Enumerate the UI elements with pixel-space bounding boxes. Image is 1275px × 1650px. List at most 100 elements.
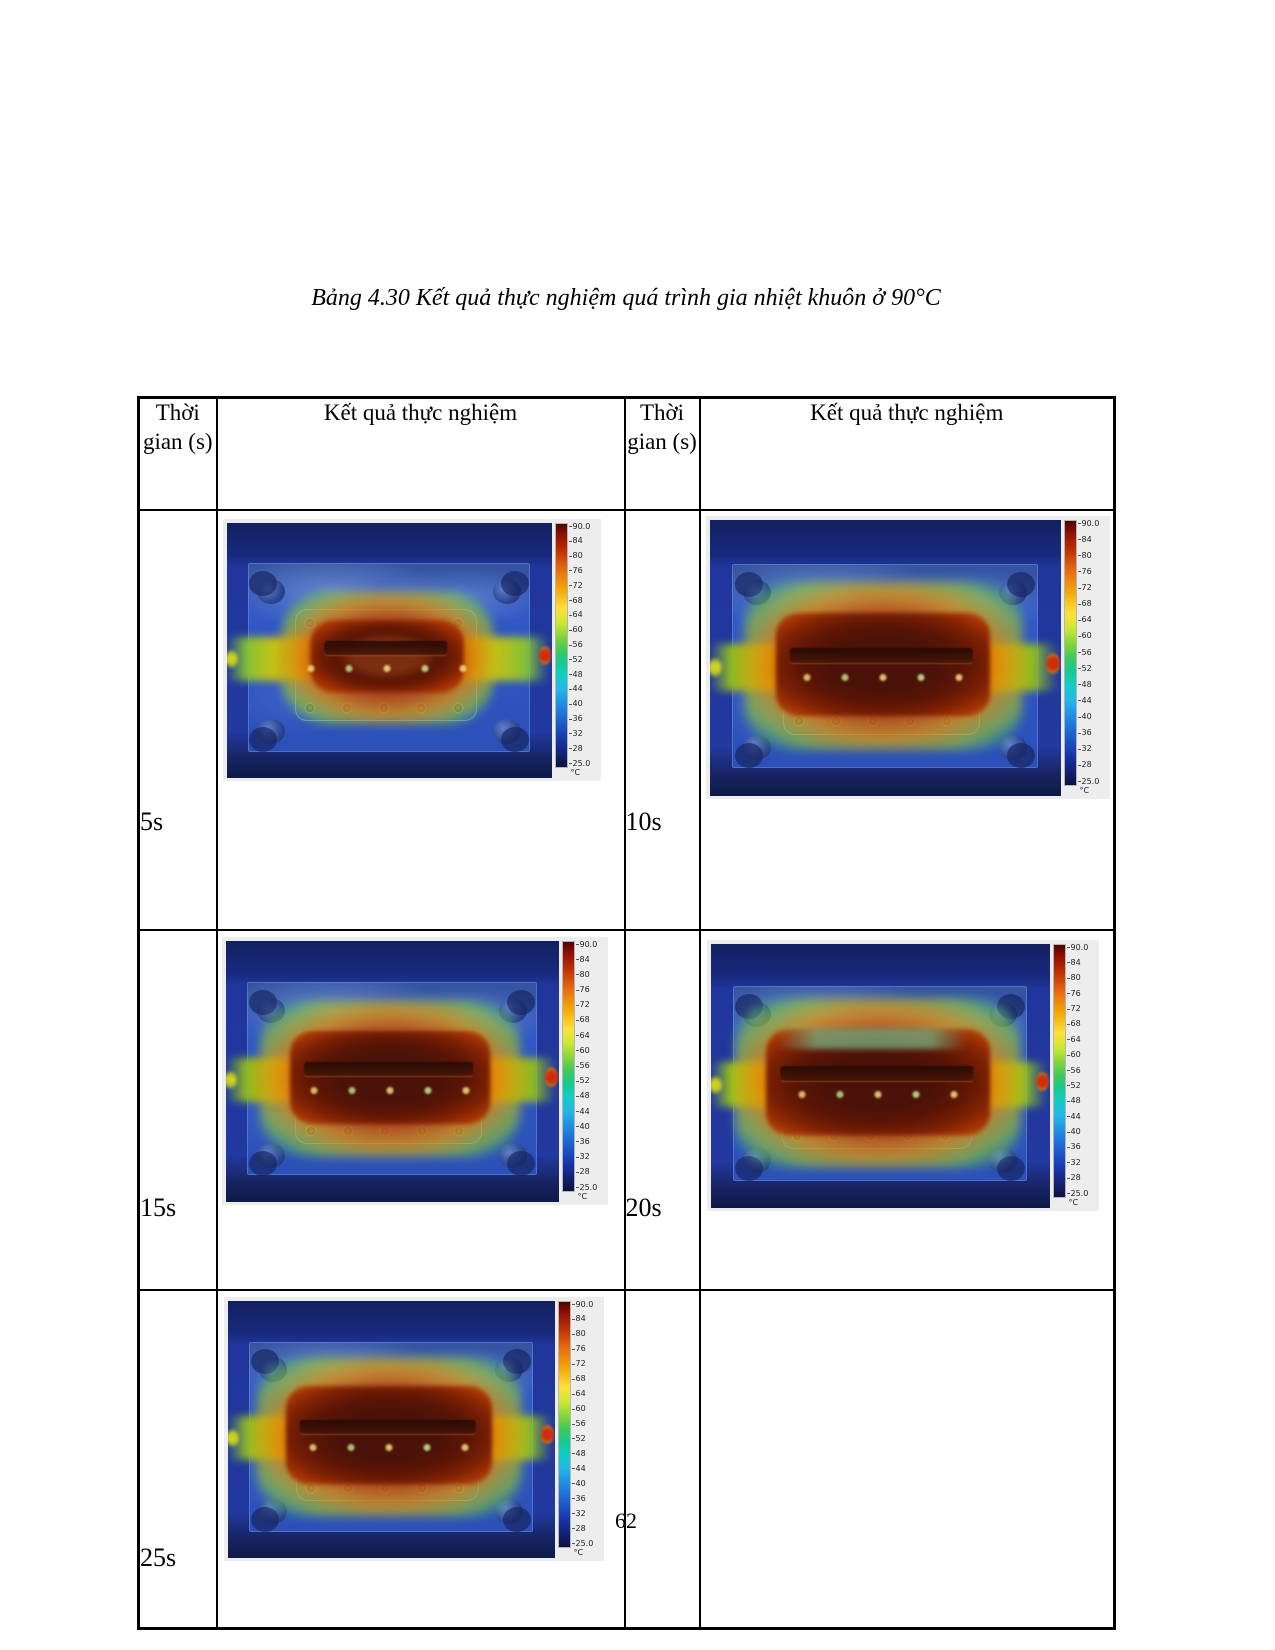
colorbar-tick: 44 — [572, 1464, 602, 1473]
colorbar-unit: °C — [577, 1191, 588, 1201]
colorbar-tick: 48 — [572, 1449, 602, 1458]
colorbar-tick: 60 — [1078, 632, 1108, 640]
colorbar-tick: 40 — [1067, 1128, 1097, 1136]
thermal-photo — [710, 943, 1050, 1208]
colorbar-tick: 32 — [576, 1153, 606, 1161]
cavity-dots — [879, 674, 887, 682]
colorbar-tick: 25.0 — [569, 759, 599, 768]
colorbar-tick: 52 — [576, 1077, 606, 1085]
colorbar-tick: 36 — [1078, 729, 1108, 737]
time-label: 15s — [140, 1192, 177, 1222]
colorbar-tick: 28 — [1067, 1174, 1097, 1182]
image-cell-5s: 90.0 84 80 76 72 68 64 60 56 52 48 44 40 36 32 28 25.0 °… — [215, 508, 626, 931]
colorbar-tick: 80 — [576, 970, 606, 979]
hot-zone — [766, 1029, 991, 1135]
heater-slot — [303, 1061, 474, 1077]
colorbar-ticks: 90.0 84 80 76 72 68 64 60 56 52 48 44 40 36 32 28 25.0 — [571, 1300, 602, 1548]
colorbar-tick: 40 — [569, 700, 599, 708]
colorbar-unit: °C — [1068, 1197, 1079, 1207]
colorbar-tick: 32 — [1078, 745, 1108, 753]
right-heat-spot — [545, 1067, 558, 1087]
colorbar-tick: 80 — [572, 1330, 602, 1338]
colorbar-tick: 64 — [569, 611, 599, 619]
heater-slot — [299, 1420, 477, 1435]
colorbar-tick: 52 — [569, 655, 599, 664]
colorbar: 90.0 84 80 76 72 68 64 60 56 52 48 44 40 36 32 28 25.0 °… — [554, 522, 599, 778]
colorbar-tick: 40 — [572, 1479, 602, 1488]
hot-zone — [286, 1386, 493, 1485]
results-table: Thời gian (s) Kết quả thực nghiệm Thời g… — [137, 396, 1116, 1630]
colorbar-tick: 44 — [1067, 1112, 1097, 1121]
image-cell-10s: 90.0 84 80 76 72 68 64 60 56 52 48 44 40 36 32 28 25.0 °… — [698, 508, 1116, 931]
colorbar-tick: 44 — [1078, 696, 1108, 705]
colorbar-tick: 76 — [1078, 567, 1108, 576]
time-label: 5s — [140, 806, 164, 836]
time-label: 25s — [140, 1542, 177, 1572]
hot-zone — [776, 613, 991, 716]
colorbar-tick: 48 — [1067, 1097, 1097, 1105]
hot-zone — [311, 620, 464, 693]
colorbar-tick: 90.0 — [576, 940, 606, 949]
colorbar-tick: 36 — [576, 1137, 606, 1146]
bolt-bottom-right — [498, 1142, 535, 1176]
colorbar-tick: 72 — [572, 1360, 602, 1368]
colorbar-tick: 25.0 — [572, 1539, 602, 1548]
colorbar: 90.0 84 80 76 72 68 64 60 56 52 48 44 40 36 32 28 25.0 °… — [1052, 943, 1097, 1208]
thermal-photo — [227, 1300, 555, 1558]
colorbar-tick: 84 — [569, 537, 599, 545]
colorbar-tick: 48 — [1078, 680, 1108, 689]
colorbar-tick: 48 — [569, 670, 599, 679]
colorbar-tick: 44 — [576, 1107, 606, 1116]
colorbar-tick: 64 — [576, 1031, 606, 1040]
colorbar-tick: 56 — [1078, 648, 1108, 657]
empty-image-cell — [698, 1288, 1116, 1629]
bolt-top-left — [249, 570, 286, 604]
colorbar-tick: 84 — [1078, 535, 1108, 544]
image-cell-25s: 90.0 84 80 76 72 68 64 60 56 52 48 44 40 36 32 28 25.0 °… — [215, 1288, 626, 1629]
table-caption: Bảng 4.30 Kết quả thực nghiệm quá trình … — [311, 285, 941, 311]
page-number: 62 — [615, 1508, 637, 1533]
colorbar-tick: 68 — [576, 1016, 606, 1024]
colorbar: 90.0 84 80 76 72 68 64 60 56 52 48 44 40 36 32 28 25.0 °… — [557, 1300, 602, 1558]
colorbar-ticks: 90.0 84 80 76 72 68 64 60 56 52 48 44 40 36 32 28 25.0 — [568, 522, 599, 768]
colorbar-tick: 56 — [576, 1062, 606, 1070]
colorbar-ticks: 90.0 84 80 76 72 68 64 60 56 52 48 44 40 36 32 28 25.0 — [1077, 519, 1108, 786]
col-header-time-1: Thời gian (s) — [137, 396, 218, 511]
thermal-photo — [225, 940, 559, 1202]
col-header-result-1: Kết quả thực nghiệm — [215, 396, 626, 511]
colorbar-tick: 36 — [572, 1494, 602, 1503]
bolt-bottom-right — [495, 1499, 532, 1533]
bolt-bottom-right — [492, 719, 529, 753]
colorbar-tick: 56 — [572, 1420, 602, 1428]
colorbar-tick: 76 — [569, 566, 599, 575]
time-cell-25s: 25s — [137, 1288, 218, 1629]
colorbar-tick: 60 — [1067, 1051, 1097, 1059]
colorbar-tick: 72 — [569, 581, 599, 590]
thermal-image-10s: 90.0 84 80 76 72 68 64 60 56 52 48 44 40 36 32 28 25.0 °… — [705, 515, 1110, 799]
colorbar-tick: 80 — [1067, 974, 1097, 982]
col-header-result-2: Kết quả thực nghiệm — [698, 396, 1116, 511]
colorbar-tick: 72 — [1078, 584, 1108, 592]
colorbar-tick: 64 — [572, 1390, 602, 1398]
colorbar-gradient — [1063, 519, 1077, 786]
colorbar-tick: 90.0 — [572, 1300, 602, 1309]
colorbar-tick: 52 — [1078, 664, 1108, 673]
bolt-bottom-left — [249, 1142, 286, 1176]
colorbar-tick: 64 — [1078, 616, 1108, 624]
thermal-image-20s: 90.0 84 80 76 72 68 64 60 56 52 48 44 40 36 32 28 25.0 °… — [706, 939, 1099, 1211]
colorbar-tick: 52 — [1067, 1081, 1097, 1090]
colorbar-tick: 80 — [1078, 551, 1108, 560]
colorbar-tick: 44 — [569, 685, 599, 693]
colorbar: 90.0 84 80 76 72 68 64 60 56 52 48 44 40 36 32 28 25.0 °… — [1063, 519, 1108, 796]
colorbar-tick: 56 — [569, 641, 599, 649]
left-heat-spot — [226, 650, 238, 668]
bolt-bottom-left — [249, 719, 286, 753]
col-header-time-2: Thời gian (s) — [623, 396, 701, 511]
colorbar-tick: 60 — [572, 1405, 602, 1413]
colorbar-tick: 84 — [1067, 958, 1097, 967]
colorbar-gradient — [557, 1300, 571, 1548]
right-heat-spot — [538, 646, 551, 666]
heater-slot — [780, 1066, 974, 1081]
cavity-dots — [385, 1444, 393, 1452]
